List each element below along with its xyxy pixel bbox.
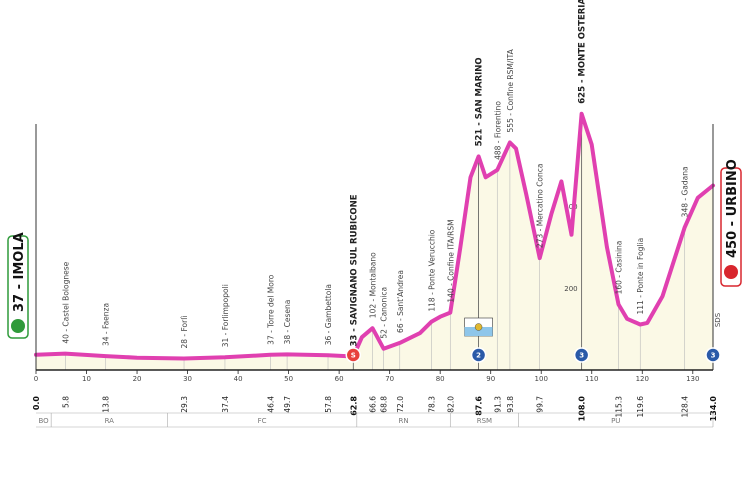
waypoint-label-15: 555 - Confine RSM/ITA [506, 48, 515, 132]
x-tick-label-2: 20 [133, 375, 142, 383]
x-tick-label-4: 40 [234, 375, 243, 383]
profile-line [34, 111, 715, 361]
region-label-0: BO [38, 417, 49, 425]
x-tick-label-5: 50 [284, 375, 293, 383]
waypoint-label-4: 37 - Torre del Moro [266, 274, 275, 345]
x-tick-label-9: 90 [486, 375, 495, 383]
waypoint-km-20: 128.4 [681, 396, 690, 418]
finish-label: 450 - URBINO [725, 159, 740, 258]
waypoint-km-0: 5.8 [61, 396, 70, 408]
badge-kom-2 [573, 347, 590, 363]
x-tick-label-0: 0 [34, 375, 38, 383]
waypoint-label-11: 118 - Ponte Verucchio [428, 229, 437, 311]
waypoint-label-1: 34 - Faenza [102, 303, 111, 346]
waypoint-label-16: 273 - Mercatino Conca [536, 164, 545, 249]
start-label: 37 - IMOLA [12, 232, 27, 312]
badge-sprint-0 [345, 347, 362, 363]
waypoint-label-7: 33 - SAVIGNANO SUL RUBICONE [349, 194, 359, 346]
waypoint-label-9: 52 - Canonica [380, 287, 389, 339]
waypoint-km-19: 119.6 [636, 396, 645, 418]
waypoint-km-8: 66.6 [368, 396, 377, 413]
finish-bike-icon [724, 265, 738, 279]
x-tick-label-13: 130 [686, 375, 699, 383]
x-tick-label-8: 80 [436, 375, 445, 383]
waypoint-km-15: 93.8 [506, 396, 515, 413]
badge-kom-1 [470, 347, 487, 363]
waypoint-km-17: 108.0 [578, 396, 587, 422]
x-tick-label-12: 120 [636, 375, 649, 383]
waypoint-label-19: 111 - Ponte in Foglia [636, 238, 645, 315]
waypoint-km-10: 72.0 [396, 396, 405, 413]
waypoint-km-13: 87.6 [475, 396, 484, 416]
region-label-1: RA [105, 417, 115, 425]
badge-kom-3 [705, 347, 721, 363]
x-tick-label-7: 70 [385, 375, 394, 383]
finish-km: 134.0 [709, 396, 718, 422]
waypoint-km-11: 78.3 [428, 396, 437, 413]
x-tick-label-3: 30 [183, 375, 192, 383]
waypoint-km-14: 91.3 [493, 396, 502, 413]
waypoint-label-13: 521 - SAN MARINO [475, 57, 485, 146]
waypoint-label-0: 40 - Castel Bolognese [61, 261, 70, 343]
san-marino-flag-emblem [474, 323, 483, 331]
y-tick-0: 200 [564, 285, 577, 293]
waypoint-km-9: 68.8 [380, 396, 389, 413]
x-tick-label-11: 110 [585, 375, 598, 383]
waypoint-km-4: 46.4 [266, 396, 275, 413]
sds-label: SDS [714, 312, 722, 327]
waypoint-label-6: 36 - Gambettola [324, 284, 333, 345]
region-label-2: FC [258, 417, 267, 425]
start-box [7, 235, 29, 339]
waypoint-label-2: 28 - Forlì [180, 316, 189, 349]
profile-area [36, 113, 713, 371]
waypoint-km-5: 49.7 [283, 396, 292, 413]
waypoint-label-12: 140 - Confine ITA/RSM [446, 219, 455, 302]
badge-label-1: 2 [476, 352, 481, 360]
waypoint-km-18: 115.3 [615, 396, 624, 418]
badge-label-0: S [351, 352, 356, 360]
region-label-4: RSM [477, 417, 492, 425]
x-tick-label-1: 10 [82, 375, 91, 383]
waypoint-label-20: 348 - Gadana [681, 166, 690, 217]
y-tick-1: 400 [564, 203, 577, 211]
waypoint-km-2: 29.3 [180, 396, 189, 413]
waypoint-km-1: 13.8 [102, 396, 111, 413]
x-tick-label-10: 100 [535, 375, 548, 383]
waypoint-label-18: 160 - Casinina [615, 241, 624, 295]
x-tick-label-6: 60 [335, 375, 344, 383]
waypoint-label-3: 31 - Forlimpopoli [221, 284, 230, 347]
waypoint-km-3: 37.4 [221, 396, 230, 413]
waypoint-label-10: 66 - Sant'Andrea [396, 270, 405, 333]
start-km: 0.0 [32, 396, 41, 411]
waypoint-km-16: 99.7 [536, 396, 545, 413]
waypoint-label-14: 488 - Fiorentino [493, 101, 502, 160]
finish-box [720, 167, 742, 287]
waypoint-km-12: 82.0 [446, 396, 455, 413]
region-label-3: RN [398, 417, 408, 425]
region-label-5: PU [611, 417, 620, 425]
san-marino-flag-blue [464, 327, 493, 336]
waypoint-km-6: 57.8 [324, 396, 333, 413]
waypoint-label-8: 102 - Montalbano [368, 252, 377, 318]
waypoint-label-5: 38 - Cesena [283, 300, 292, 345]
badge-label-3: 3 [711, 352, 716, 360]
start-bike-icon [11, 319, 25, 333]
badge-label-2: 3 [579, 352, 584, 360]
waypoint-label-17: 625 - MONTE OSTERIACCIA [578, 0, 588, 104]
waypoint-km-7: 62.8 [349, 396, 358, 416]
